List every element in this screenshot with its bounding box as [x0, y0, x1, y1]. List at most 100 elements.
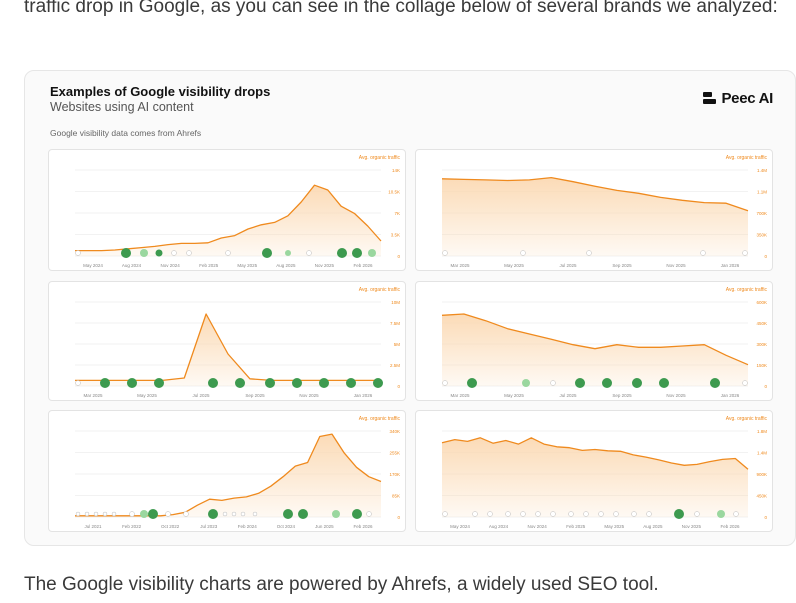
- annotation-dot: [235, 378, 245, 388]
- data-source-note: Google visibility data comes from Ahrefs: [50, 128, 202, 138]
- series-line: [75, 313, 381, 382]
- x-tick-label: Jan 2026: [721, 263, 740, 268]
- annotation-dot: [75, 511, 81, 517]
- brand-name: Peec AI: [721, 90, 773, 107]
- x-tick-label: May 2025: [237, 263, 257, 268]
- annotation-dot: [222, 511, 228, 517]
- annotation-dot: [240, 511, 246, 517]
- chart-6: 0 450K 900K 1.4M 1.8M Avg. organic traffic May…: [441, 416, 768, 529]
- series-area: [442, 437, 748, 517]
- x-tick-label: Nov 2024: [161, 263, 181, 268]
- y-tick-label: 600K: [756, 300, 767, 305]
- series-area: [75, 185, 381, 256]
- annotation-dot: [140, 249, 148, 257]
- chart-panel-5: 0 85K 170K 255K 340K Avg. organic traffic Jul …: [48, 410, 406, 532]
- x-tick-label: Jul 2023: [200, 524, 218, 529]
- x-tick-label: May 2025: [604, 524, 624, 529]
- x-tick-label: Jan 2026: [354, 393, 373, 398]
- x-tick-label: Aug 2024: [122, 263, 142, 268]
- card-title: Examples of Google visibility drops: [50, 84, 271, 99]
- x-tick-label: Sep 2025: [612, 263, 632, 268]
- x-tick-label: Oct 2022: [161, 524, 180, 529]
- x-tick-label: Mar 2025: [83, 393, 103, 398]
- series-line: [75, 433, 382, 517]
- annotation-dot: [522, 379, 530, 387]
- annotation-dot: [467, 378, 477, 388]
- annotation-dot: [100, 378, 110, 388]
- x-tick-label: Oct 2024: [277, 524, 296, 529]
- y-tick-label: 0: [764, 384, 767, 389]
- annotation-dot: [337, 248, 347, 258]
- annotation-dot: [700, 250, 706, 256]
- x-tick-label: Nov 2025: [299, 393, 319, 398]
- annotation-dot: [602, 378, 612, 388]
- x-tick-label: Mar 2025: [450, 263, 470, 268]
- y-tick-label: 0: [397, 515, 400, 520]
- y-tick-label: 10.5K: [388, 190, 400, 195]
- annotation-dot: [366, 511, 372, 517]
- annotation-dot: [84, 511, 90, 517]
- y-tick-label: 255K: [389, 451, 400, 456]
- annotation-dot: [733, 511, 739, 517]
- y-tick-label: 1.4M: [757, 451, 767, 456]
- axis-title: Avg. organic traffic: [359, 155, 401, 161]
- x-tick-label: Sep 2025: [612, 393, 632, 398]
- annotation-dot: [352, 248, 362, 258]
- annotation-dot: [208, 509, 218, 519]
- annotation-dot: [717, 510, 725, 518]
- x-tick-label: Nov 2025: [682, 524, 702, 529]
- annotation-dot: [262, 248, 272, 258]
- annotation-dot: [129, 511, 135, 517]
- annotation-dot: [586, 250, 592, 256]
- axis-title: Avg. organic traffic: [726, 416, 768, 422]
- x-tick-label: Nov 2025: [666, 263, 686, 268]
- y-tick-label: 5M: [394, 342, 401, 347]
- y-tick-label: 0: [397, 254, 400, 259]
- annotation-dot: [75, 250, 81, 256]
- x-tick-label: Sep 2025: [245, 393, 265, 398]
- annotation-dot: [535, 511, 541, 517]
- x-tick-label: Jul 2025: [192, 393, 210, 398]
- annotation-dot: [111, 511, 117, 517]
- annotation-dot: [742, 380, 748, 386]
- annotation-dot: [646, 511, 652, 517]
- annotation-dot: [285, 250, 291, 256]
- annotation-dot: [298, 509, 308, 519]
- annotation-dot: [140, 510, 148, 518]
- x-tick-label: Jan 2026: [721, 393, 740, 398]
- annotation-dot: [631, 511, 637, 517]
- x-tick-label: May 2024: [83, 263, 103, 268]
- y-tick-label: 900K: [756, 472, 767, 477]
- x-tick-label: Jul 2021: [84, 524, 102, 529]
- annotation-dot: [568, 511, 574, 517]
- x-tick-label: Feb 2025: [199, 263, 219, 268]
- y-tick-label: 0: [764, 515, 767, 520]
- y-tick-label: 85K: [392, 494, 400, 499]
- annotation-dot: [710, 378, 720, 388]
- annotation-dot: [319, 378, 329, 388]
- y-tick-label: 350K: [756, 233, 767, 238]
- annotation-dot: [742, 250, 748, 256]
- x-tick-label: May 2025: [504, 393, 524, 398]
- chart-2: 0 350K 700K 1.1M 1.4M Avg. organic traffic Mar…: [441, 155, 767, 268]
- x-tick-label: May 2024: [450, 524, 470, 529]
- x-tick-label: Jun 2025: [315, 524, 334, 529]
- annotation-dot: [442, 511, 448, 517]
- annotation-dot: [520, 250, 526, 256]
- y-tick-label: 3.5K: [391, 233, 400, 238]
- x-tick-label: Feb 2024: [238, 524, 258, 529]
- y-tick-label: 700K: [756, 211, 767, 216]
- annotation-dot: [346, 378, 356, 388]
- annotation-dot: [171, 250, 177, 256]
- brand-logo: Peec AI: [703, 90, 773, 107]
- x-tick-label: Jul 2025: [559, 393, 577, 398]
- y-tick-label: 150K: [756, 363, 767, 368]
- annotation-dot: [352, 509, 362, 519]
- y-tick-label: 1.4M: [757, 168, 767, 173]
- chart-5: 0 85K 170K 255K 340K Avg. organic traffic Jul …: [75, 416, 400, 529]
- x-tick-label: Feb 2022: [122, 524, 142, 529]
- x-tick-label: Feb 2025: [566, 524, 586, 529]
- annotation-dot: [155, 249, 163, 257]
- annotation-dot: [225, 250, 231, 256]
- peec-logo-icon: [703, 92, 717, 105]
